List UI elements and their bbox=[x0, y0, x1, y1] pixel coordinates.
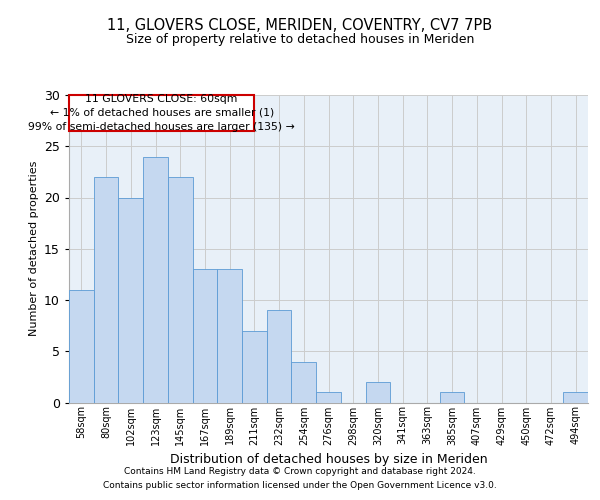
Bar bbox=[69, 95, 254, 131]
Text: Size of property relative to detached houses in Meriden: Size of property relative to detached ho… bbox=[126, 32, 474, 46]
Bar bbox=[217, 269, 242, 402]
Bar bbox=[563, 392, 588, 402]
Bar bbox=[316, 392, 341, 402]
Bar bbox=[440, 392, 464, 402]
Bar bbox=[143, 156, 168, 402]
Y-axis label: Number of detached properties: Number of detached properties bbox=[29, 161, 38, 336]
X-axis label: Distribution of detached houses by size in Meriden: Distribution of detached houses by size … bbox=[170, 453, 487, 466]
Text: 11 GLOVERS CLOSE: 60sqm
← 1% of detached houses are smaller (1)
99% of semi-deta: 11 GLOVERS CLOSE: 60sqm ← 1% of detached… bbox=[28, 94, 295, 132]
Bar bbox=[267, 310, 292, 402]
Text: Contains public sector information licensed under the Open Government Licence v3: Contains public sector information licen… bbox=[103, 481, 497, 490]
Bar bbox=[365, 382, 390, 402]
Bar bbox=[69, 290, 94, 403]
Bar bbox=[168, 177, 193, 402]
Text: 11, GLOVERS CLOSE, MERIDEN, COVENTRY, CV7 7PB: 11, GLOVERS CLOSE, MERIDEN, COVENTRY, CV… bbox=[107, 18, 493, 32]
Bar bbox=[118, 198, 143, 402]
Bar bbox=[193, 269, 217, 402]
Bar bbox=[292, 362, 316, 403]
Bar bbox=[242, 331, 267, 402]
Bar bbox=[94, 177, 118, 402]
Text: Contains HM Land Registry data © Crown copyright and database right 2024.: Contains HM Land Registry data © Crown c… bbox=[124, 467, 476, 476]
